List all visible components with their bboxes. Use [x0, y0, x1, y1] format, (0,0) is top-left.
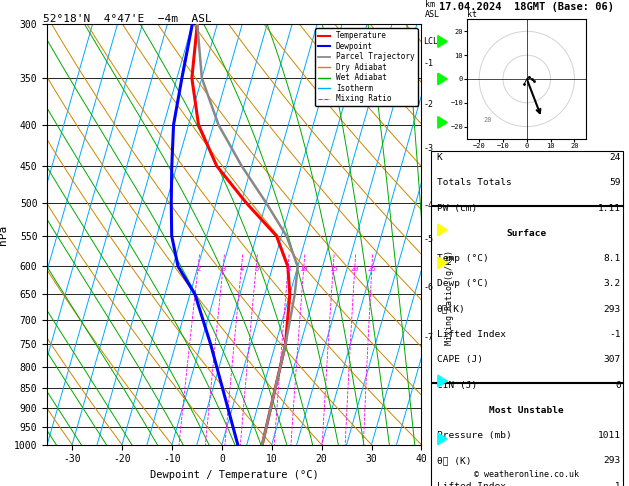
Text: 25: 25 — [368, 266, 376, 272]
Text: Pressure (mb): Pressure (mb) — [437, 431, 511, 440]
Text: Most Unstable: Most Unstable — [489, 406, 564, 415]
Legend: Temperature, Dewpoint, Parcel Trajectory, Dry Adiabat, Wet Adiabat, Isotherm, Mi: Temperature, Dewpoint, Parcel Trajectory… — [315, 28, 418, 106]
Text: 59: 59 — [610, 178, 621, 188]
Text: -6: -6 — [423, 283, 433, 293]
Text: 8: 8 — [286, 266, 290, 272]
Text: θᴇ(K): θᴇ(K) — [437, 305, 465, 314]
Text: -7: -7 — [423, 333, 433, 342]
Text: 20: 20 — [484, 117, 493, 123]
Text: 3: 3 — [221, 266, 225, 272]
Y-axis label: hPa: hPa — [0, 225, 8, 244]
Text: K: K — [437, 153, 443, 162]
Text: -4: -4 — [423, 201, 433, 210]
Text: © weatheronline.co.uk: © weatheronline.co.uk — [474, 469, 579, 479]
Text: 8.1: 8.1 — [604, 254, 621, 263]
Text: -1: -1 — [610, 482, 621, 486]
Text: 0: 0 — [615, 381, 621, 390]
Text: θᴇ (K): θᴇ (K) — [437, 456, 471, 466]
Text: CIN (J): CIN (J) — [437, 381, 477, 390]
Text: Surface: Surface — [507, 229, 547, 238]
Text: 1.11: 1.11 — [598, 204, 621, 213]
Text: -5: -5 — [423, 235, 433, 244]
Text: 15: 15 — [329, 266, 338, 272]
Text: -2: -2 — [423, 100, 433, 109]
Text: -3: -3 — [423, 144, 433, 154]
Text: 293: 293 — [604, 456, 621, 466]
Text: LCL: LCL — [423, 37, 438, 46]
Text: 17.04.2024  18GMT (Base: 06): 17.04.2024 18GMT (Base: 06) — [439, 2, 615, 13]
Text: km
ASL: km ASL — [425, 0, 440, 19]
Text: -1: -1 — [423, 58, 433, 68]
Text: 293: 293 — [604, 305, 621, 314]
Text: 10: 10 — [299, 266, 308, 272]
Text: Lifted Index: Lifted Index — [437, 330, 506, 339]
Text: Temp (°C): Temp (°C) — [437, 254, 489, 263]
Text: 20: 20 — [350, 266, 359, 272]
Text: Mixing Ratio (g/kg): Mixing Ratio (g/kg) — [445, 250, 454, 345]
Text: 307: 307 — [604, 355, 621, 364]
X-axis label: Dewpoint / Temperature (°C): Dewpoint / Temperature (°C) — [150, 470, 319, 480]
Text: 5: 5 — [254, 266, 259, 272]
Text: 52°18'N  4°47'E  −4m  ASL: 52°18'N 4°47'E −4m ASL — [43, 14, 212, 23]
Text: 4: 4 — [240, 266, 243, 272]
Text: kt: kt — [467, 10, 477, 19]
Text: CAPE (J): CAPE (J) — [437, 355, 483, 364]
Text: 3.2: 3.2 — [604, 279, 621, 289]
Text: Lifted Index: Lifted Index — [437, 482, 506, 486]
Text: 1011: 1011 — [598, 431, 621, 440]
Text: Dewp (°C): Dewp (°C) — [437, 279, 489, 289]
Text: -1: -1 — [610, 330, 621, 339]
Text: PW (cm): PW (cm) — [437, 204, 477, 213]
Text: 2: 2 — [196, 266, 200, 272]
Text: 24: 24 — [610, 153, 621, 162]
Text: Totals Totals: Totals Totals — [437, 178, 511, 188]
